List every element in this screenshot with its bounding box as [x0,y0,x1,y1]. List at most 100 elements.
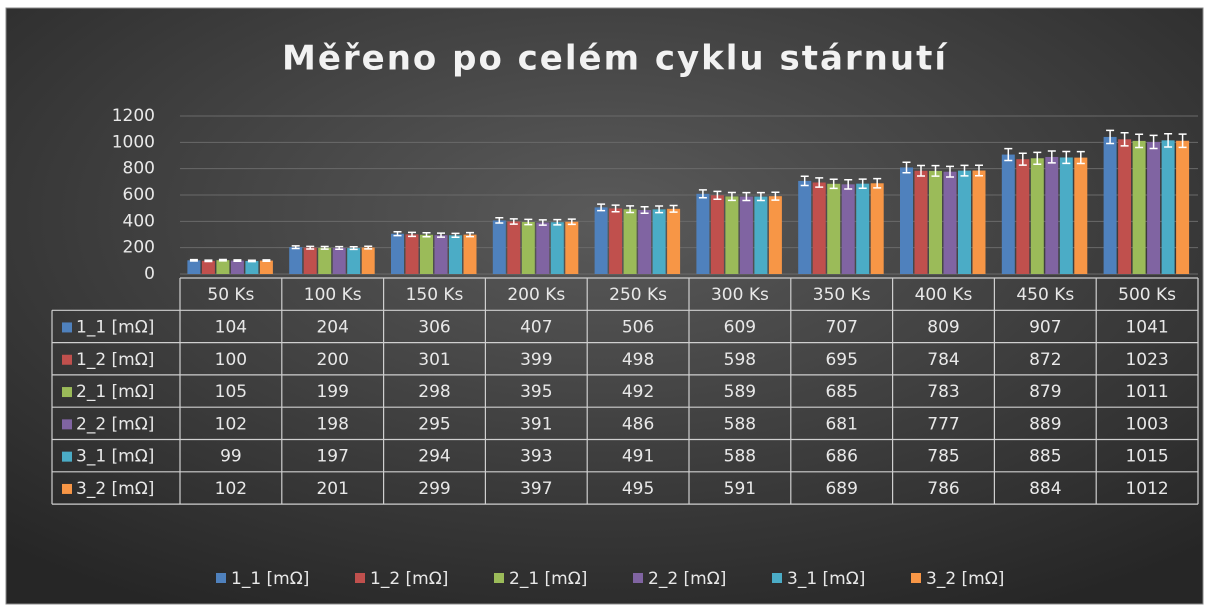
table-cell: 399 [520,350,552,370]
bar [594,207,608,274]
legend-key [911,573,921,583]
table-cell: 105 [215,382,247,402]
legend-key [772,573,782,583]
bar [929,170,942,274]
error-bar [1120,131,1129,147]
bar [230,260,244,274]
error-bar [597,203,606,212]
table-cell: 1003 [1125,414,1168,434]
error-bar [1149,134,1158,150]
table-cell: 591 [724,479,756,499]
table-cell: 298 [418,382,450,402]
bar [1074,157,1088,274]
error-bar [1018,152,1027,166]
bar [652,209,666,274]
background [5,7,1204,605]
table-cell: 786 [927,479,959,499]
table-series-label: 2_1 [mΩ] [76,382,154,402]
table-cell: 879 [1029,382,1061,402]
bar [550,222,564,274]
error-bar [640,205,649,215]
error-bar [262,259,271,262]
legend-label: 2_2 [mΩ] [648,569,726,589]
table-cell: 609 [724,317,756,337]
x-tick-label: 350 Ks [813,285,871,305]
table-cell: 301 [418,350,450,370]
table-cell: 1023 [1125,350,1168,370]
bar [521,221,535,274]
table-cell: 102 [215,479,247,499]
table-legend-key [62,322,72,333]
table-legend-key [62,354,72,365]
bar [1045,156,1059,274]
error-bar [538,219,547,226]
table-cell: 199 [316,382,348,402]
table-legend-key [62,451,72,462]
table-cell: 491 [622,447,654,467]
error-bar [335,245,344,250]
bar [841,184,855,274]
bar [972,170,986,274]
table-cell: 686 [825,447,857,467]
table-series-label: 3_1 [mΩ] [76,447,154,467]
error-bar [422,232,431,238]
table-series-label: 2_2 [mΩ] [76,414,154,434]
bar [187,260,201,274]
bar [449,235,462,274]
table-cell: 907 [1029,317,1061,337]
legend-key [355,573,365,583]
table-cell: 1011 [1125,382,1168,402]
bar [798,180,812,274]
x-tick-label: 400 Ks [915,285,973,305]
bar [754,196,768,274]
table-cell: 201 [316,479,348,499]
table-cell: 391 [520,414,552,434]
error-bar [727,191,736,202]
table-series-label: 3_2 [mΩ] [76,479,154,499]
error-bar [233,259,242,262]
error-bar [567,218,576,226]
x-tick-label: 150 Ks [406,285,464,305]
table-cell: 393 [520,447,552,467]
table-cell: 889 [1029,414,1061,434]
error-bar [306,245,315,250]
bar [1118,139,1132,274]
bar [710,195,724,274]
x-tick-label: 500 Ks [1118,285,1176,305]
bar [463,234,477,274]
error-bar [815,177,824,188]
table-cell: 783 [927,382,959,402]
error-bar [466,231,474,238]
error-bar [1164,133,1173,148]
bar [1016,159,1030,274]
bar [1030,158,1044,274]
table-cell: 884 [1029,479,1061,499]
error-bar [1062,150,1071,165]
error-bar [611,204,620,213]
error-bar [364,245,373,250]
table-cell: 777 [927,414,959,434]
table-cell: 306 [418,317,450,337]
table-cell: 407 [520,317,552,337]
error-bar [509,218,518,225]
error-bar [858,178,867,190]
error-bar [495,217,504,224]
table-cell: 294 [418,447,450,467]
table-cell: 598 [724,350,756,370]
bar [565,221,579,274]
bar [1132,140,1146,274]
table-cell: 588 [724,447,756,467]
x-tick-label: 200 Ks [507,285,565,305]
x-tick-label: 50 Ks [207,285,254,305]
table-cell: 102 [215,414,247,434]
error-bar [756,191,765,202]
error-bar [713,190,722,200]
table-cell: 589 [724,382,756,402]
error-bar [451,232,460,239]
bar [1161,140,1175,274]
error-bar [873,177,882,189]
error-bar [1178,133,1187,149]
y-tick-label: 800 [123,159,155,179]
table-cell: 809 [927,317,959,337]
error-bar [437,232,445,238]
